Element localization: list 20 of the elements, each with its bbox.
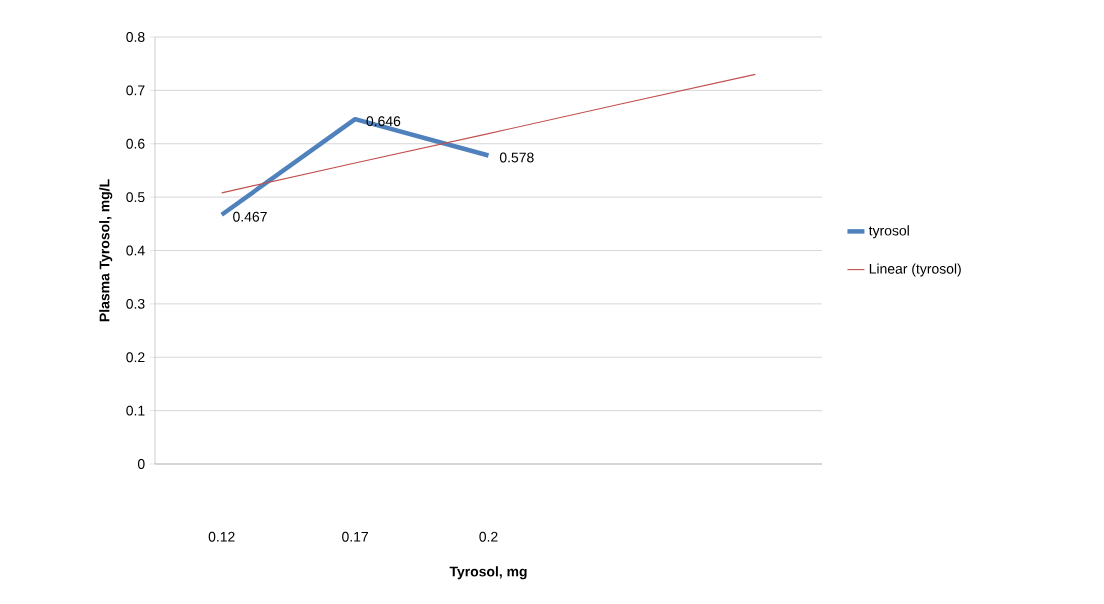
- x-tick-label: 0.12: [208, 531, 235, 542]
- legend-label: Linear (tyrosol): [869, 263, 961, 277]
- y-tick-label: 0.3: [126, 298, 145, 309]
- y-tick-label: 0.1: [126, 405, 145, 416]
- x-axis-title: Tyrosol, mg: [449, 566, 527, 580]
- data-label: 0.467: [233, 211, 267, 222]
- y-tick-label: 0.4: [126, 245, 145, 256]
- data-label: 0.578: [499, 152, 534, 163]
- data-label: 0.646: [366, 116, 401, 127]
- legend-label: tyrosol: [868, 225, 909, 239]
- y-tick-label: 0.8: [126, 32, 145, 42]
- y-tick-label: 0.7: [126, 85, 145, 96]
- y-tick-label: 0: [137, 459, 145, 469]
- y-axis-title: Plasma Tyrosol, mg/L: [99, 179, 113, 322]
- x-tick-label: 0.17: [342, 531, 368, 542]
- x-tick-label: 0.2: [479, 531, 498, 542]
- line-series: [221, 73, 756, 194]
- y-tick-label: 0.5: [126, 192, 145, 203]
- y-tick-label: 0.2: [126, 352, 145, 363]
- y-tick-label: 0.6: [126, 138, 145, 149]
